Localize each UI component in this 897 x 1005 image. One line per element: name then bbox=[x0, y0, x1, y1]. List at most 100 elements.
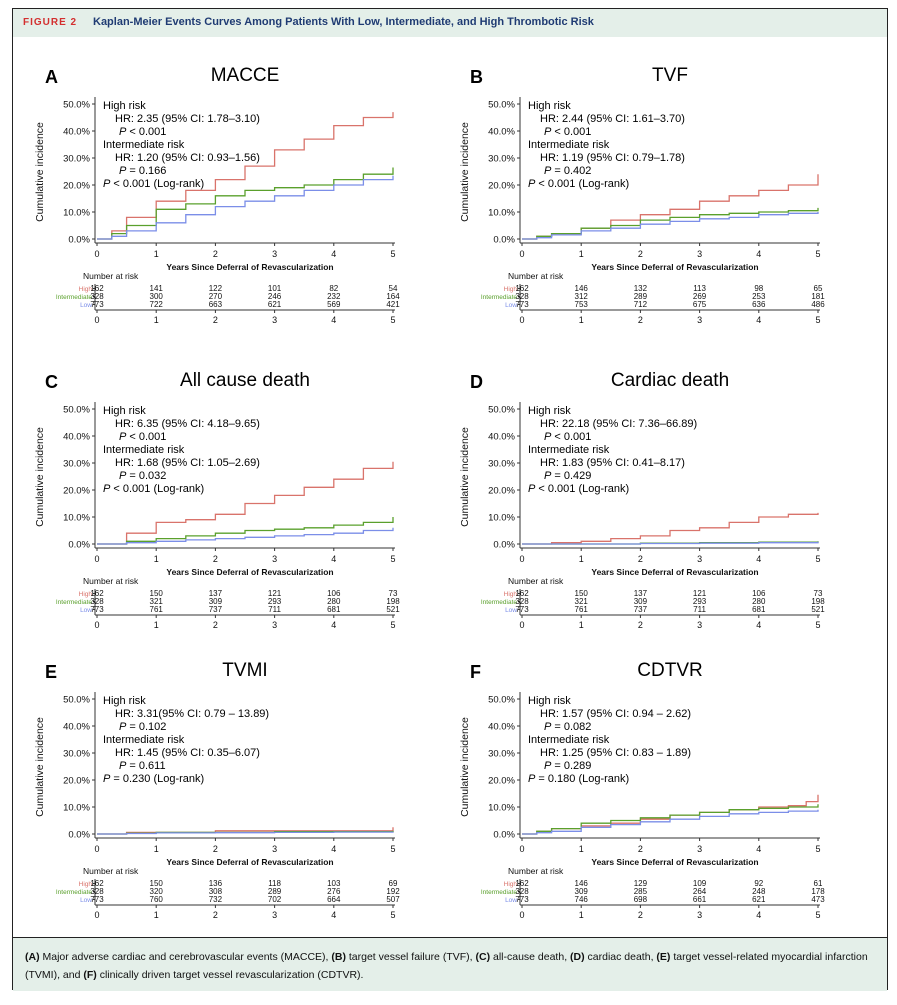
risk-x-tick-label: 5 bbox=[390, 620, 395, 630]
risk-group-label: Intermediate bbox=[481, 599, 518, 606]
x-tick-label: 0 bbox=[94, 844, 99, 854]
risk-count: 621 bbox=[268, 300, 282, 309]
annotation-line: Intermediate risk bbox=[528, 139, 610, 151]
risk-table-header: Number at risk bbox=[83, 576, 139, 586]
risk-count: 246 bbox=[268, 292, 282, 301]
y-axis-label: Cumulative incidence bbox=[459, 717, 471, 817]
panel-letter: F bbox=[470, 662, 481, 682]
x-tick-label: 1 bbox=[579, 249, 584, 259]
risk-count: 320 bbox=[150, 887, 164, 896]
risk-count: 737 bbox=[634, 605, 648, 614]
annotation-line: High risk bbox=[528, 405, 571, 417]
x-tick-label: 2 bbox=[638, 554, 643, 564]
chart-panel-a: A MACCE 0.0% 10.0% 20.0% 30.0% 40.0% 50.0% Cumul… bbox=[34, 65, 400, 325]
figure-title: Kaplan-Meier Events Curves Among Patient… bbox=[93, 16, 594, 28]
risk-x-tick-label: 2 bbox=[213, 620, 218, 630]
risk-x-tick-label: 4 bbox=[756, 620, 761, 630]
figure-number: FIGURE 2 bbox=[23, 17, 78, 28]
caption-segment: cardiac death, bbox=[584, 951, 657, 963]
x-axis-label: Years Since Deferral of Revascularizatio… bbox=[166, 262, 333, 272]
caption-segment: clinically driven target vessel revascul… bbox=[96, 969, 364, 981]
risk-x-tick-label: 5 bbox=[390, 910, 395, 920]
x-tick-label: 0 bbox=[94, 554, 99, 564]
risk-count: 106 bbox=[327, 589, 341, 598]
annotation-line: P = 0.180 (Log-rank) bbox=[528, 773, 629, 785]
x-axis-label: Years Since Deferral of Revascularizatio… bbox=[166, 857, 333, 867]
annotation-line: High risk bbox=[103, 100, 146, 112]
x-tick-label: 0 bbox=[519, 249, 524, 259]
risk-count: 106 bbox=[752, 589, 766, 598]
x-tick-label: 4 bbox=[756, 249, 761, 259]
y-tick-label: 40.0% bbox=[488, 432, 515, 443]
annotation-line: P < 0.001 bbox=[544, 126, 591, 138]
risk-group-label: High bbox=[79, 881, 93, 888]
y-tick-label: 20.0% bbox=[488, 776, 515, 787]
y-tick-label: 40.0% bbox=[63, 432, 90, 443]
chart-panel-d: D Cardiac death0.0%10.0%20.0%30.0%40.0%50… bbox=[459, 370, 825, 630]
figure-header: FIGURE 2 Kaplan-Meier Events Curves Amon… bbox=[13, 9, 887, 37]
risk-x-tick-label: 1 bbox=[579, 910, 584, 920]
y-tick-label: 20.0% bbox=[488, 486, 515, 497]
caption-panel-letter: (D) bbox=[570, 951, 585, 963]
risk-x-tick-label: 0 bbox=[94, 910, 99, 920]
risk-count: 473 bbox=[811, 895, 825, 904]
y-tick-label: 50.0% bbox=[63, 695, 90, 706]
y-tick-label: 30.0% bbox=[63, 749, 90, 760]
risk-count: 198 bbox=[811, 597, 825, 606]
risk-count: 312 bbox=[575, 292, 589, 301]
y-tick-label: 50.0% bbox=[63, 405, 90, 416]
y-tick-label: 40.0% bbox=[488, 127, 515, 138]
risk-count: 164 bbox=[386, 292, 400, 301]
risk-count: 136 bbox=[209, 879, 223, 888]
risk-count: 773 bbox=[90, 300, 104, 309]
risk-x-tick-label: 3 bbox=[697, 910, 702, 920]
risk-count: 121 bbox=[693, 589, 707, 598]
risk-count: 773 bbox=[515, 605, 529, 614]
risk-count: 321 bbox=[150, 597, 164, 606]
y-tick-label: 50.0% bbox=[63, 100, 90, 111]
risk-x-tick-label: 5 bbox=[815, 315, 820, 325]
y-tick-label: 0.0% bbox=[68, 235, 90, 246]
risk-count: 328 bbox=[515, 292, 529, 301]
y-tick-label: 20.0% bbox=[488, 181, 515, 192]
risk-count: 141 bbox=[150, 284, 164, 293]
x-tick-label: 2 bbox=[213, 249, 218, 259]
annotation-line: P = 0.402 bbox=[544, 165, 591, 177]
risk-count: 285 bbox=[634, 887, 648, 896]
risk-count: 178 bbox=[811, 887, 825, 896]
risk-x-tick-label: 4 bbox=[331, 910, 336, 920]
risk-count: 137 bbox=[634, 589, 648, 598]
risk-group-label: Intermediate bbox=[56, 294, 93, 301]
risk-count: 681 bbox=[752, 605, 766, 614]
annotation-line: P = 0.611 bbox=[119, 760, 166, 772]
risk-count: 486 bbox=[811, 300, 825, 309]
risk-count: 328 bbox=[515, 887, 529, 896]
x-tick-label: 1 bbox=[154, 249, 159, 259]
annotation-line: HR: 22.18 (95% CI: 7.36–66.89) bbox=[540, 418, 697, 430]
y-tick-label: 10.0% bbox=[488, 208, 515, 219]
x-tick-label: 3 bbox=[697, 249, 702, 259]
risk-table-header: Number at risk bbox=[83, 271, 139, 281]
risk-count: 121 bbox=[268, 589, 282, 598]
annotation-line: P = 0.166 bbox=[119, 165, 166, 177]
caption-panel-letter: (B) bbox=[331, 951, 346, 963]
x-tick-label: 1 bbox=[579, 844, 584, 854]
x-axis-label: Years Since Deferral of Revascularizatio… bbox=[591, 262, 758, 272]
annotation-line: P < 0.001 (Log-rank) bbox=[103, 178, 204, 190]
annotation-line: P = 0.289 bbox=[544, 760, 591, 772]
risk-group-label: High bbox=[504, 591, 518, 598]
risk-count: 521 bbox=[386, 605, 400, 614]
risk-group-label: Intermediate bbox=[481, 889, 518, 896]
series-line-intermediate bbox=[522, 804, 819, 835]
risk-x-tick-label: 1 bbox=[154, 620, 159, 630]
risk-count: 711 bbox=[693, 605, 706, 614]
series-line-low bbox=[97, 831, 394, 835]
risk-x-tick-label: 0 bbox=[94, 620, 99, 630]
risk-count: 129 bbox=[634, 879, 648, 888]
risk-count: 328 bbox=[90, 292, 104, 301]
risk-count: 773 bbox=[90, 895, 104, 904]
risk-count: 137 bbox=[209, 589, 223, 598]
risk-count: 150 bbox=[150, 589, 164, 598]
x-tick-label: 3 bbox=[272, 249, 277, 259]
risk-count: 321 bbox=[575, 597, 589, 606]
